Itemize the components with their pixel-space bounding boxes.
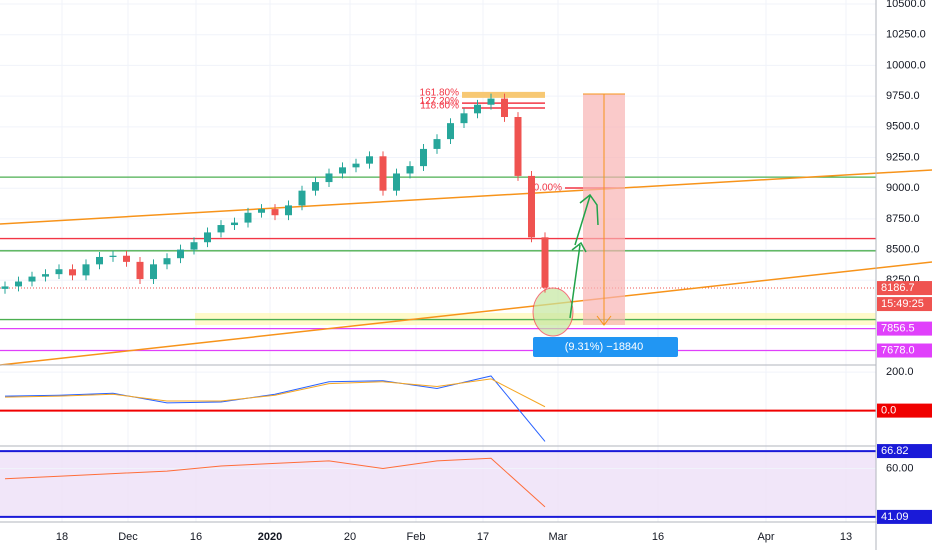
price-tag <box>877 444 932 459</box>
x-tick-label: 16 <box>652 531 664 543</box>
measure-label-box <box>533 337 678 357</box>
y-tick-label: 60.00 <box>886 462 914 474</box>
candle-body <box>420 148 427 167</box>
price-tag <box>877 509 932 524</box>
fib-label: 127.20% <box>420 96 460 107</box>
candle-body <box>298 190 306 206</box>
candle-body <box>528 175 535 238</box>
y-tick-label: 9500.0 <box>886 121 920 133</box>
price-tag-label: 0.0 <box>881 405 896 417</box>
grid <box>0 0 876 522</box>
candle-body <box>487 98 495 105</box>
candle-body <box>150 264 157 280</box>
measure-arrow <box>596 315 612 326</box>
candle-body <box>96 256 103 265</box>
candle-body <box>393 173 400 191</box>
y-tick-label: 8500.0 <box>886 244 920 256</box>
candle-body <box>163 258 171 265</box>
band-fill <box>0 451 876 517</box>
indicator-line <box>4 457 546 508</box>
candle-body <box>325 173 333 183</box>
candle-body <box>82 264 90 276</box>
x-tick-label: 20 <box>344 531 356 543</box>
trendline <box>0 261 932 366</box>
candle-body <box>366 156 373 164</box>
price-tag-label: 8186.7 <box>881 282 915 294</box>
measure-label: (9.31%) −18840 <box>565 341 644 353</box>
candle-body <box>433 139 441 149</box>
arrow-drawing <box>569 193 599 319</box>
candle-body <box>501 98 508 118</box>
y-tick-label: 9750.0 <box>886 90 920 102</box>
candle-body <box>190 242 198 250</box>
candle-body <box>474 104 481 114</box>
price-tag-label: 66.82 <box>881 445 909 457</box>
price-tag-label: 15:49:25 <box>881 298 924 310</box>
candle-body <box>406 166 414 174</box>
candle-body <box>109 255 117 257</box>
y-tick-label: 10500.0 <box>886 0 926 10</box>
x-tick-label: 16 <box>190 531 202 543</box>
x-tick-label: 17 <box>477 531 489 543</box>
price-tag-label: 7678.0 <box>881 344 915 356</box>
price-tag-label: 7856.5 <box>881 323 915 335</box>
x-tick-label: 13 <box>840 531 852 543</box>
candle-body <box>285 205 292 216</box>
candle-body <box>42 274 49 277</box>
candle-body <box>447 123 454 140</box>
y-tick-label: 9000.0 <box>886 182 920 194</box>
price-tag-label: 41.09 <box>881 511 909 523</box>
price-tag <box>877 403 932 418</box>
price-tag <box>877 343 932 358</box>
candle-body <box>339 167 346 174</box>
candle-body <box>231 222 238 226</box>
candle-body <box>541 237 549 288</box>
candle-body <box>15 281 22 287</box>
price-tag <box>877 281 932 296</box>
fib-label: 161.80% <box>420 88 460 99</box>
candle-body <box>460 113 468 124</box>
candle-body <box>312 182 319 191</box>
y-tick-label: 8750.0 <box>886 213 920 225</box>
candle-body <box>258 209 265 213</box>
x-tick-label: Apr <box>757 531 774 543</box>
x-tick-label: Mar <box>549 531 568 543</box>
price-tag <box>877 297 932 312</box>
price-tag <box>877 321 932 336</box>
candle-body <box>28 276 36 282</box>
x-tick-label: Dec <box>118 531 138 543</box>
candle-body <box>514 117 522 176</box>
candle-body <box>55 269 63 275</box>
x-tick-label: 2020 <box>258 531 282 543</box>
fib-label: 50.00% <box>528 183 562 194</box>
x-tick-label: 18 <box>56 531 68 543</box>
y-tick-label: 200.0 <box>886 366 914 378</box>
highlight <box>532 287 574 337</box>
indicator-line <box>4 378 546 408</box>
y-tick-label: 9250.0 <box>886 151 920 163</box>
candles <box>1 93 549 508</box>
y-tick-label: 10250.0 <box>886 29 926 41</box>
fib-label: 118.60% <box>420 101 459 112</box>
candle-body <box>123 255 130 262</box>
candle-body <box>244 212 252 223</box>
candle-body <box>136 261 144 280</box>
candle-body <box>204 232 211 243</box>
candle-body <box>352 163 360 168</box>
y-tick-label: 10000.0 <box>886 59 926 71</box>
candle-body <box>1 286 9 289</box>
candle-body <box>69 269 76 276</box>
candle-body <box>271 209 279 216</box>
trendline <box>0 169 932 225</box>
x-tick-label: Feb <box>407 531 426 543</box>
levels: 161.80%127.20%118.60% 50.00% <box>0 88 876 518</box>
candle-body <box>177 249 184 259</box>
candle-body <box>217 225 225 233</box>
candle-body <box>379 156 387 191</box>
axes: 10500.0 10250.0 10000.0 9750.0 9500.0 9250.0 9… <box>56 0 932 543</box>
